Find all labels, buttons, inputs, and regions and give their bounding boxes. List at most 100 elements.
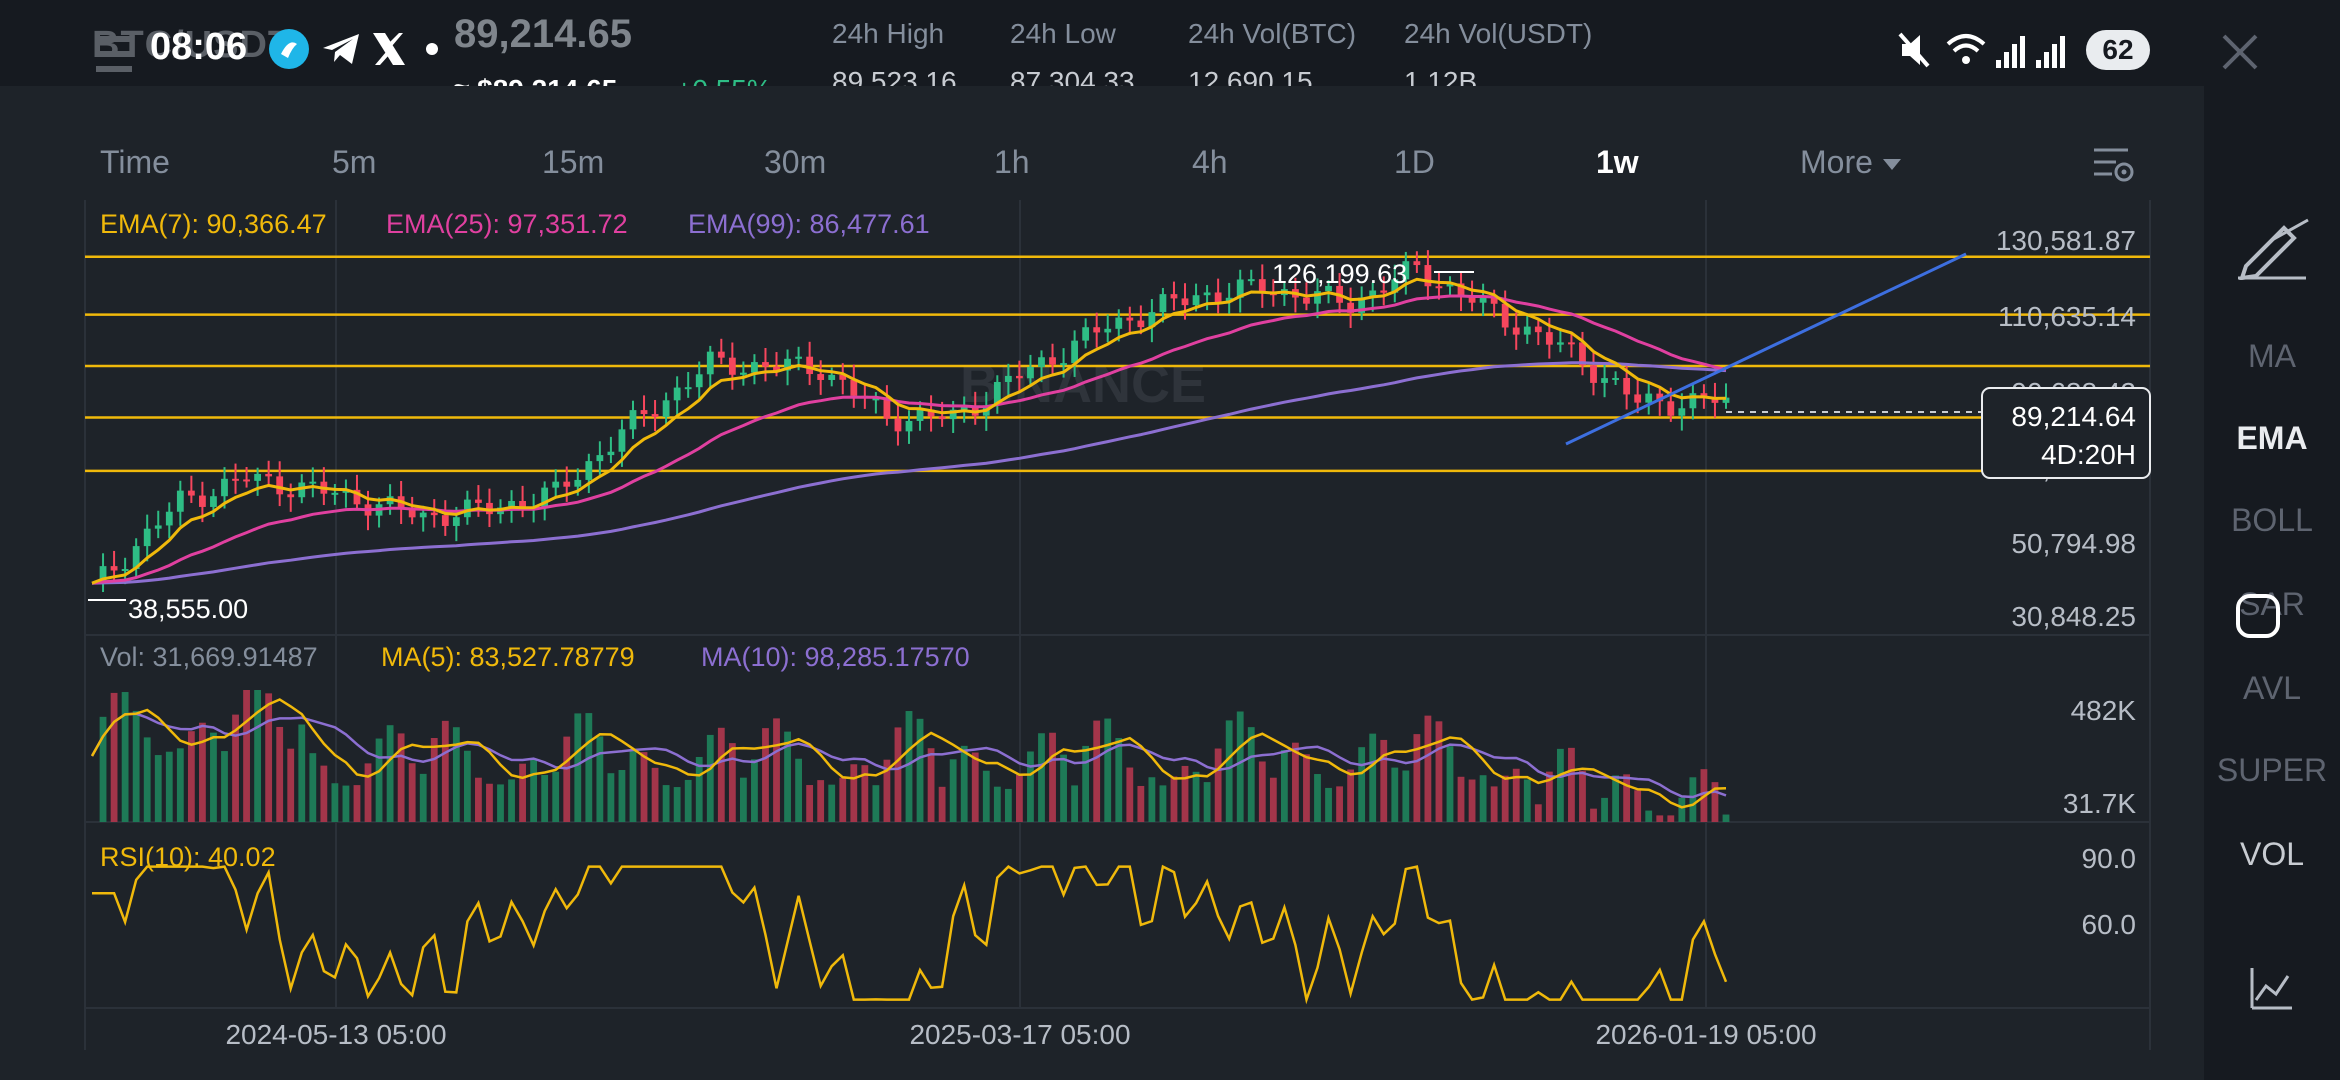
candle-body (1413, 261, 1421, 266)
telegram-icon (323, 34, 359, 64)
candle-body (243, 479, 250, 482)
volume-bar (508, 779, 515, 822)
candle-body (850, 379, 858, 396)
volume-bar (110, 692, 118, 822)
close-icon[interactable] (2218, 30, 2262, 74)
volume-bar (1667, 815, 1675, 822)
wifi-icon (1946, 34, 1986, 64)
chart-settings-icon[interactable] (2090, 142, 2136, 188)
candle-body (419, 512, 427, 518)
volume-bar (1104, 718, 1112, 822)
volume-bar (828, 784, 836, 822)
candle-body (232, 478, 239, 481)
candle-body (1115, 317, 1123, 329)
volume-bar (872, 785, 880, 822)
floating-square-icon[interactable] (2234, 592, 2282, 640)
candle-body (1358, 297, 1366, 313)
candle-body (1126, 317, 1134, 321)
rsi-tick: 60.0 (2082, 909, 2137, 940)
volume-bar (419, 773, 427, 822)
notification-dot (426, 43, 438, 55)
draw-tool-icon[interactable] (2232, 216, 2312, 280)
volume-bar (1634, 790, 1642, 822)
volume-bar (353, 785, 361, 822)
trading-pair-title[interactable]: BTC/USDT (92, 24, 293, 66)
candle-body (773, 366, 780, 371)
sidebar-item-ma[interactable]: MA (2248, 338, 2296, 374)
tab-4h[interactable]: 4h (1192, 144, 1228, 180)
volume-bar (1170, 776, 1178, 822)
candle-body (1435, 286, 1443, 289)
candle-body (751, 362, 758, 373)
sidebar-item-ema[interactable]: EMA (2236, 420, 2308, 456)
volume-bar (1534, 804, 1542, 822)
candle-body (1049, 357, 1056, 365)
tab-time[interactable]: Time (100, 144, 170, 180)
candle-body (1601, 378, 1608, 383)
sidebar-item-avl[interactable]: AVL (2242, 670, 2302, 706)
candle-body (927, 409, 935, 417)
candle-body (276, 476, 284, 495)
volume-bar (1292, 742, 1299, 822)
vol-ma5-line (90, 698, 1727, 809)
candle-body (1457, 283, 1465, 296)
volume-bar (276, 726, 284, 822)
volume-bar (673, 787, 681, 822)
tab-30m[interactable]: 30m (764, 144, 827, 180)
volume-bar (1093, 720, 1101, 822)
volume-bar (154, 755, 162, 822)
candle-body (817, 374, 825, 380)
vol-ma10-line (90, 712, 1727, 799)
tab-1w[interactable]: 1w (1596, 144, 1639, 180)
candle-body (1722, 397, 1730, 403)
tab-15m[interactable]: 15m (542, 144, 605, 180)
volume-bar (1380, 739, 1388, 822)
volume-bar (1269, 777, 1277, 822)
candle-body (1258, 279, 1266, 294)
volume-bar (287, 748, 295, 822)
candle-body (441, 515, 449, 526)
tab-more[interactable]: More (1800, 144, 1901, 181)
volume-bar (121, 692, 129, 822)
sidebar-item-boll[interactable]: BOLL (2231, 502, 2313, 538)
candle-body (1446, 283, 1454, 287)
menu-icon[interactable] (94, 32, 138, 76)
signal-icon (1996, 36, 2025, 68)
volume-bar (993, 786, 1001, 822)
candle-body (960, 406, 968, 410)
sidebar-item-sar[interactable]: SAR (2239, 586, 2305, 622)
volume-bar (99, 716, 107, 822)
volume-bar (640, 752, 648, 822)
volume-bar (629, 750, 637, 822)
volume-bar (165, 751, 173, 822)
candle-body (486, 502, 493, 515)
candle-body (210, 496, 217, 507)
tab-1d[interactable]: 1D (1394, 144, 1435, 180)
volume-bar (762, 728, 769, 822)
ma10-legend: MA(10): 98,285.17570 (701, 642, 970, 672)
volume-bar (397, 733, 405, 822)
candle-body (519, 500, 526, 509)
candle-body (1004, 375, 1012, 382)
sidebar-item-vol[interactable]: VOL (2239, 836, 2305, 872)
volume-bar (1457, 776, 1465, 822)
candle-body (1016, 375, 1023, 379)
volume-bar (1446, 746, 1454, 822)
volume-bar (850, 764, 858, 822)
tab-1h[interactable]: 1h (994, 144, 1030, 180)
candle-body (629, 410, 637, 430)
tab-5m[interactable]: 5m (332, 144, 377, 180)
candle-body (298, 482, 306, 498)
sidebar-item-super[interactable]: SUPER (2216, 752, 2328, 788)
low-price-label: 38,555.00 (128, 594, 248, 624)
volume-bar (618, 770, 626, 822)
chart-canvas[interactable]: BINANCE 126,199.63 38,555.00 EMA(7): 90,… (0, 0, 2204, 1080)
indicator-chart-icon[interactable] (2248, 964, 2296, 1012)
volume-bar (375, 738, 383, 822)
volume-bar (1071, 785, 1079, 822)
volume-bar (982, 770, 990, 822)
volume-bar (552, 771, 560, 822)
candle-body (607, 451, 615, 456)
volume-bar (1258, 761, 1266, 822)
volume-bar (1247, 727, 1255, 822)
